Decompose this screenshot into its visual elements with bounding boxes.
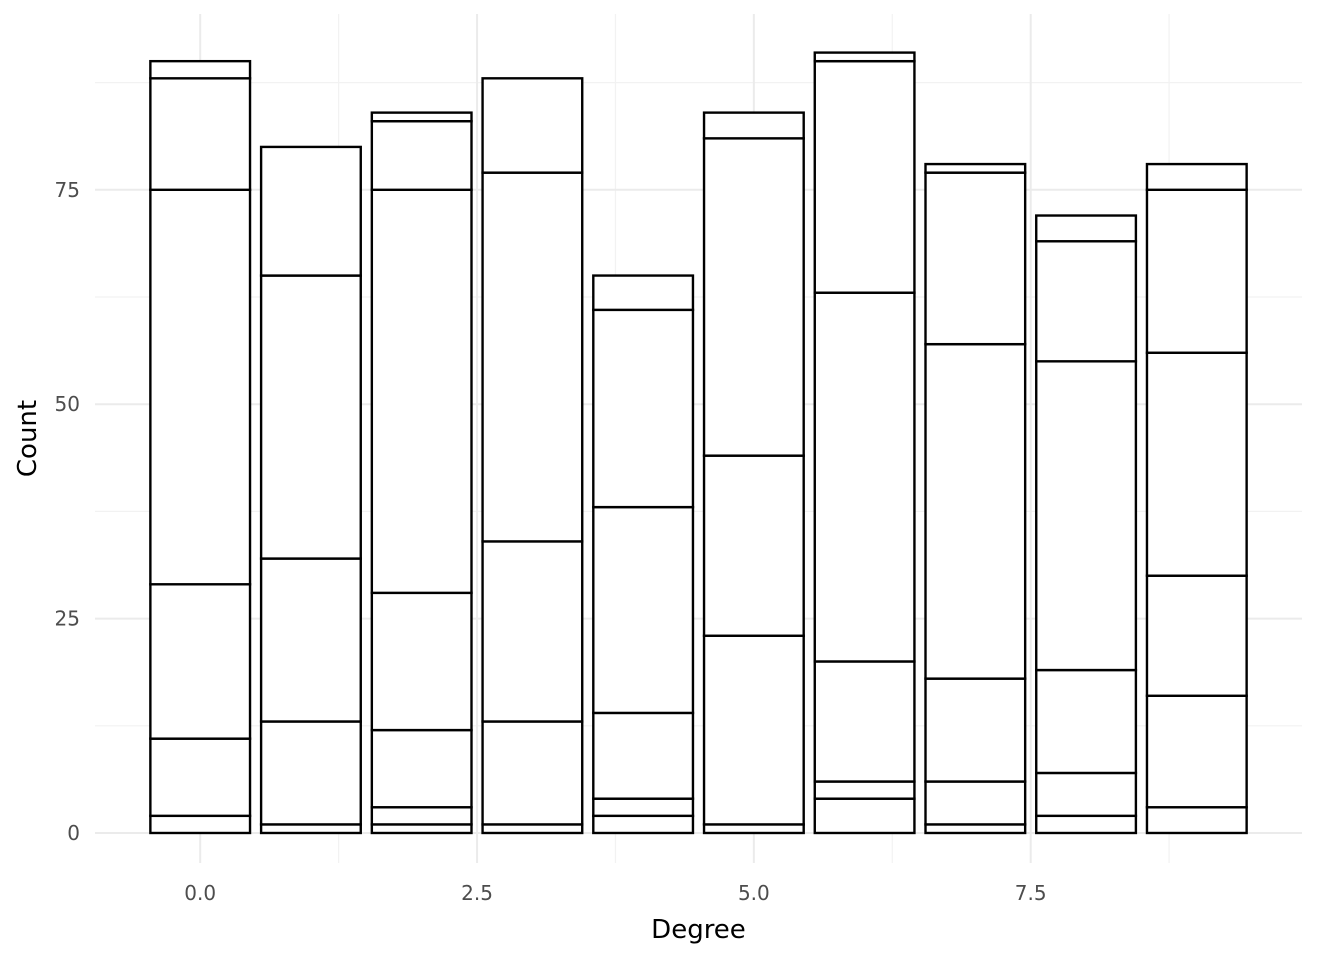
bar-stack [813, 51, 916, 835]
bar-segment [149, 737, 252, 818]
x-tick-label: 7.5 [1015, 881, 1047, 905]
bar-segment [370, 823, 473, 835]
x-axis-ticks: 0.0 2.5 5.0 7.5 [184, 881, 1046, 905]
bar-segment [592, 505, 695, 715]
y-tick-label: 50 [55, 392, 80, 416]
bar-segment [1035, 214, 1138, 243]
bar-segment [702, 137, 805, 457]
bar-segment [1035, 360, 1138, 672]
x-tick-label: 2.5 [461, 881, 493, 905]
bar-segment [370, 728, 473, 809]
bar-segment [592, 274, 695, 312]
bar-segment [481, 720, 584, 826]
y-axis-title: Count [13, 400, 43, 477]
bar-segment [149, 59, 252, 80]
bar-segment [370, 591, 473, 732]
bar-segment [481, 171, 584, 543]
bar-segment [370, 806, 473, 826]
bars [149, 51, 1248, 835]
bar-segment [1035, 814, 1138, 835]
bar-segment [924, 780, 1027, 826]
bar-segment [924, 342, 1027, 680]
bar-segment [592, 308, 695, 509]
bar-segment [813, 291, 916, 663]
y-tick-label: 75 [55, 178, 80, 202]
x-tick-label: 5.0 [738, 881, 770, 905]
bar-stack [370, 111, 473, 835]
bar-segment [149, 583, 252, 740]
bar-segment [813, 51, 916, 63]
bar-segment [259, 720, 362, 826]
bar-stack [924, 162, 1027, 835]
bar-segment [813, 660, 916, 783]
bar-stack [259, 145, 362, 835]
bar-stack [1145, 162, 1248, 835]
bar-segment [592, 711, 695, 800]
bar-segment [1145, 574, 1248, 697]
bar-segment [259, 274, 362, 560]
bar-segment [1145, 806, 1248, 835]
bar-segment [481, 823, 584, 835]
bar-segment [702, 823, 805, 835]
bar-stack [592, 274, 695, 835]
bar-segment [592, 797, 695, 818]
bar-segment [481, 540, 584, 723]
y-tick-label: 0 [67, 821, 80, 845]
bar-segment [259, 557, 362, 723]
bar-segment [1145, 351, 1248, 577]
y-tick-label: 25 [55, 607, 80, 631]
bar-segment [924, 677, 1027, 783]
bar-segment [702, 634, 805, 826]
bar-segment [149, 188, 252, 586]
bar-segment [924, 171, 1027, 346]
bar-segment [813, 797, 916, 835]
bar-segment [259, 823, 362, 835]
bar-segment [813, 59, 916, 294]
bar-stack [149, 59, 252, 835]
y-axis-ticks: 0 25 50 75 [55, 178, 80, 845]
bar-segment [1035, 668, 1138, 775]
x-tick-label: 0.0 [184, 881, 216, 905]
bar-segment [1035, 240, 1138, 363]
bar-segment [924, 823, 1027, 835]
bar-segment [1145, 694, 1248, 809]
bar-segment [1145, 162, 1248, 192]
bar-segment [370, 119, 473, 192]
bar-stack [702, 111, 805, 835]
bar-stack [481, 77, 584, 835]
bar-segment [149, 77, 252, 192]
bar-segment [149, 814, 252, 835]
bar-segment [370, 188, 473, 595]
bar-segment [1035, 771, 1138, 818]
x-axis-title: Degree [651, 915, 746, 945]
bar-segment [702, 454, 805, 637]
bar-segment [924, 162, 1027, 174]
bar-segment [259, 145, 362, 277]
bar-segment [1145, 188, 1248, 354]
bar-segment [592, 814, 695, 835]
bar-segment [370, 111, 473, 123]
bar-segment [813, 780, 916, 800]
bar-segment [702, 111, 805, 140]
bar-segment [481, 77, 584, 174]
bar-stack [1035, 214, 1138, 835]
